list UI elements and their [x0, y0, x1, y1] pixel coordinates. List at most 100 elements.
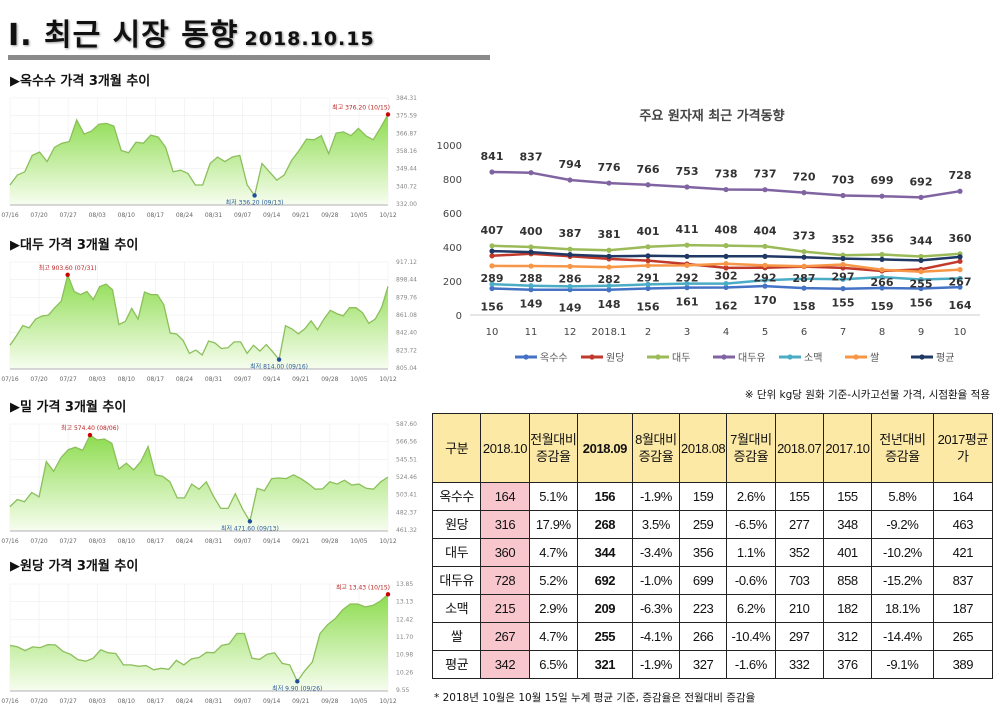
y-tick-label: 10.26 [396, 669, 413, 676]
soybean-price-chart: 917.12 898.44 879.76 861.08 842.40 823.72 805.… [1, 259, 417, 383]
data-label: 162 [715, 299, 738, 312]
data-label: 148 [598, 298, 621, 311]
row-label: 대두유 [431, 566, 482, 595]
data-point [879, 274, 885, 280]
y-tick-label: 375.59 [396, 113, 417, 120]
data-point [918, 257, 924, 264]
data-label: 794 [559, 158, 582, 171]
x-tick-label: 10/05 [350, 212, 367, 219]
table-cell: 348 [822, 510, 873, 539]
table-cell: 3.5% [631, 510, 681, 539]
x-tick-label: 9 [918, 327, 924, 338]
data-label: 292 [754, 271, 777, 284]
table-cell: -9.1% [871, 650, 934, 679]
table-cell: 6.2% [726, 594, 776, 623]
x-tick-label: 2 [645, 327, 651, 338]
x-tick-label: 09/14 [263, 212, 280, 219]
data-label: 720 [793, 171, 816, 184]
x-tick-label: 3 [684, 327, 690, 338]
data-point [645, 253, 651, 259]
table-cell: 5.8% [871, 482, 934, 511]
data-label: 158 [793, 300, 816, 313]
page-title: Ⅰ. 최근 시장 동향 2018.10.15 [8, 10, 375, 54]
table-cell: 4.7% [528, 538, 578, 567]
section-heading-sugar: ▶원당 가격 3개월 추이 [10, 559, 139, 574]
x-tick-label: 08/31 [205, 538, 222, 545]
data-point [801, 254, 807, 260]
x-tick-label: 08/17 [147, 376, 164, 383]
data-point [684, 262, 690, 268]
x-tick-label: 09/28 [321, 212, 338, 219]
data-point [840, 286, 846, 292]
data-point [918, 285, 924, 292]
data-point [801, 248, 807, 255]
max-point-marker [385, 112, 391, 117]
section-heading-corn: ▶옥수수 가격 3개월 추이 [10, 74, 151, 89]
data-point [489, 253, 495, 259]
data-label: 255 [910, 278, 933, 291]
data-point [645, 281, 651, 287]
column-header: 전월대비 증감율 [528, 413, 578, 483]
data-point [606, 180, 612, 186]
y-tick-label: 898.44 [396, 277, 417, 284]
table-cell: 421 [932, 538, 994, 567]
data-point [528, 283, 534, 289]
x-tick-label: 08/03 [89, 212, 106, 219]
table-cell: 17.9% [528, 510, 578, 539]
x-tick-label: 08/03 [89, 538, 106, 545]
data-label: 159 [871, 300, 894, 313]
table-cell: -0.6% [726, 566, 776, 595]
table-cell: -10.4% [726, 622, 776, 651]
data-label: 288 [520, 272, 543, 285]
table-cell: 389 [932, 650, 994, 679]
data-point [645, 244, 651, 250]
price-area [10, 594, 388, 690]
x-tick-label: 09/28 [321, 538, 338, 545]
data-label: 699 [871, 174, 894, 187]
data-label: 411 [676, 223, 699, 236]
table-cell: 268 [576, 510, 633, 539]
data-point [567, 177, 573, 183]
min-annotation: 최저 9.90 (09/26) [272, 684, 322, 692]
x-tick-label: 09/21 [292, 538, 309, 545]
row-label: 소맥 [431, 594, 482, 623]
data-label: 404 [754, 224, 777, 237]
data-point [762, 253, 768, 259]
table-cell: 277 [774, 510, 824, 539]
x-tick-label: 4 [723, 327, 729, 338]
row-label: 대두 [431, 538, 482, 567]
data-point [567, 252, 573, 258]
y-tick-label: 545.51 [396, 456, 417, 463]
data-point [918, 253, 924, 260]
row-label: 평균 [431, 650, 482, 679]
price-area [10, 114, 388, 204]
x-tick-label: 09/07 [234, 538, 251, 545]
x-tick-label: 10/05 [350, 698, 367, 705]
data-label: 738 [715, 168, 738, 181]
data-point [957, 258, 963, 264]
legend-marker [853, 354, 859, 360]
x-tick-label: 07/27 [60, 538, 77, 545]
x-tick-label: 09/21 [292, 698, 309, 705]
price-line [9, 272, 389, 361]
data-label: 387 [559, 227, 582, 240]
row-label: 원당 [431, 510, 482, 539]
data-point [528, 170, 534, 176]
y-tick-label: 823.72 [396, 347, 417, 354]
x-tick-label: 08/17 [147, 538, 164, 545]
y-tick-label: 461.32 [396, 527, 417, 534]
table-cell: 858 [822, 566, 873, 595]
legend-marker [523, 354, 529, 360]
title-text: Ⅰ. 최근 시장 동향 [8, 18, 239, 53]
table-cell: 259 [679, 510, 728, 539]
data-point [840, 255, 846, 262]
y-tick-label: 587.60 [396, 421, 417, 428]
price-line [9, 434, 389, 524]
data-point [723, 284, 729, 291]
data-label: 289 [481, 272, 504, 285]
data-label: 297 [832, 271, 855, 284]
data-point [879, 267, 885, 273]
data-label: 156 [910, 296, 933, 309]
data-point [918, 269, 924, 275]
min-point-marker [252, 193, 257, 198]
